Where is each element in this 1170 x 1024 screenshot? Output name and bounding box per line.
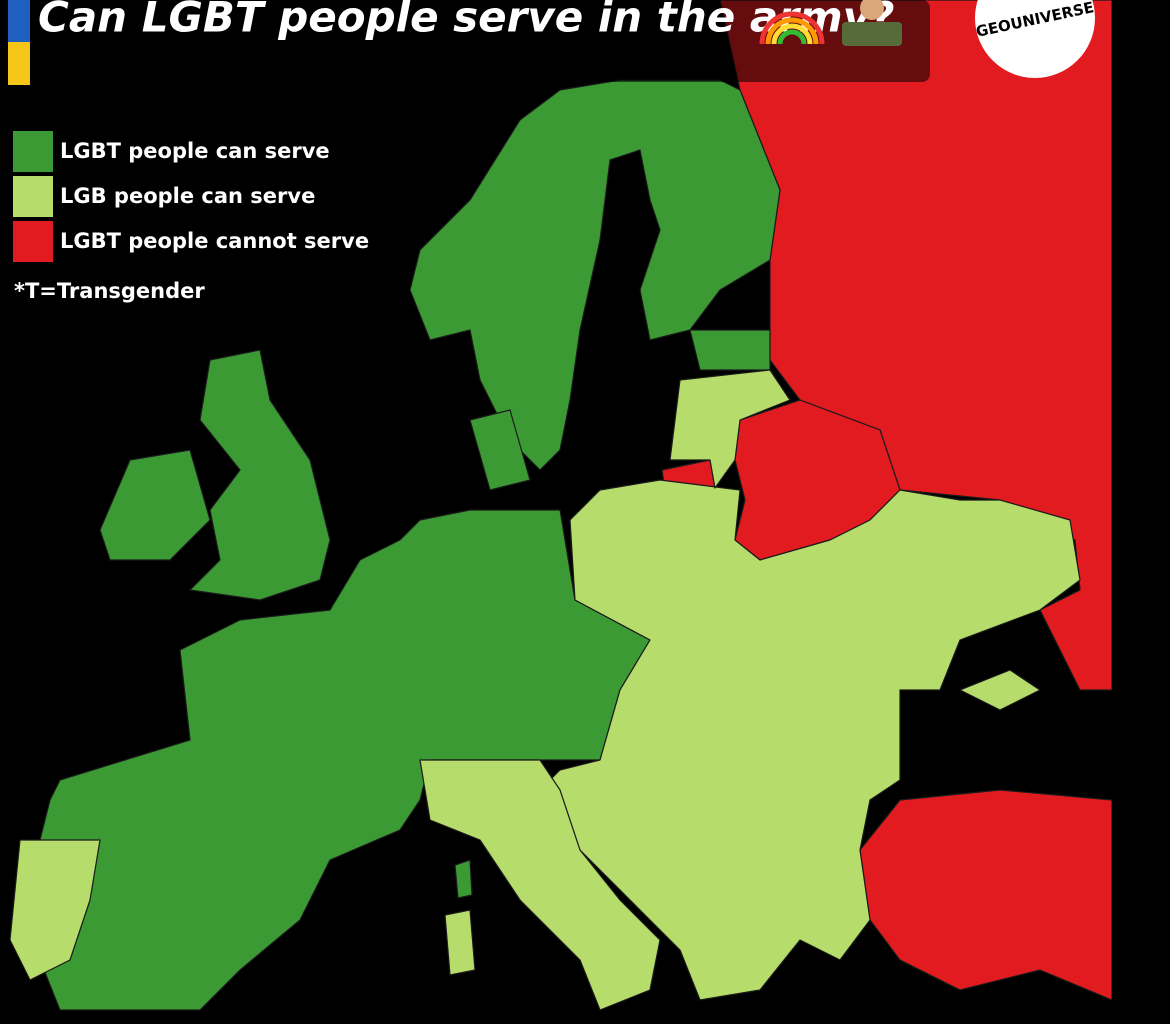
corsica [454, 859, 473, 899]
ireland [99, 449, 211, 561]
estonia [689, 329, 771, 371]
scandinavia [409, 79, 781, 471]
title: Can LGBT people serve in the army? [38, 0, 894, 42]
soldier-icon [842, 0, 902, 46]
great-britain [189, 349, 331, 601]
italy [419, 759, 661, 1011]
legend-swatch [13, 176, 53, 217]
turkey [859, 789, 1113, 1001]
flag-blue [8, 0, 30, 42]
title-box [0, 0, 930, 82]
legend-label: LGB people can serve [60, 184, 315, 208]
flag-yellow [8, 42, 30, 85]
portugal [9, 839, 101, 981]
rainbow-icon [759, 11, 825, 45]
legend-swatch [13, 131, 53, 172]
legend-label: LGBT people can serve [60, 139, 330, 163]
lithuania-latvia [669, 369, 791, 489]
legend-swatch [13, 221, 53, 262]
logo-circle [975, 0, 1095, 78]
sardinia [444, 909, 476, 976]
crimea [959, 669, 1041, 711]
right-margin [1112, 0, 1170, 1024]
legend: LGBT people can serve LGB people can serv… [13, 131, 369, 262]
note: *T=Transgender [14, 279, 205, 303]
map [9, 0, 1113, 1011]
denmark [469, 409, 531, 491]
legend-label: LGBT people cannot serve [60, 229, 369, 253]
